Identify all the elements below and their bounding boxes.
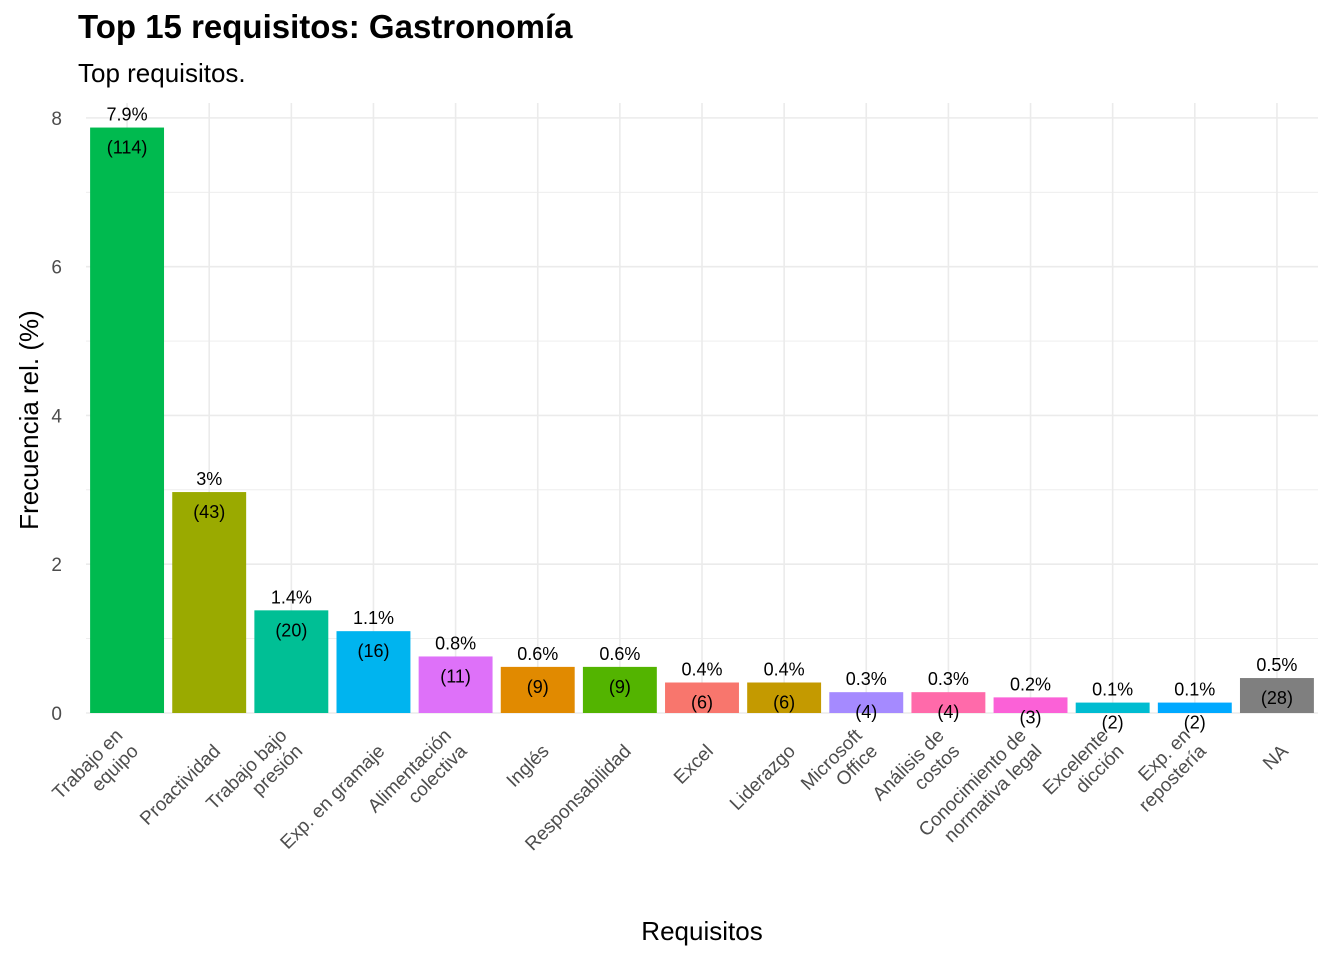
bar <box>418 656 493 713</box>
chart-subtitle: Top requisitos. <box>78 58 246 88</box>
bar <box>747 682 822 713</box>
bar-percent-label: 3% <box>196 469 222 489</box>
bar-labels: 7.9% (114) 3% (43) 1.4% (20) 1.1% (16) 0.8% (11) 0… <box>107 105 1298 733</box>
y-axis: 0 2 4 6 8 <box>51 109 62 725</box>
y-tick-label: 0 <box>51 704 62 725</box>
bar-count-label: (9) <box>527 677 549 697</box>
bar-count-label: (43) <box>193 502 225 522</box>
x-tick-label: Trabajo enequipo <box>49 725 143 819</box>
bar <box>911 692 986 713</box>
bar-count-label: (20) <box>275 620 307 640</box>
bar-count-label: (28) <box>1261 688 1293 708</box>
bar <box>993 697 1068 713</box>
bar-count-label: (6) <box>691 693 713 713</box>
bar <box>1075 702 1150 713</box>
bar-percent-label: 0.1% <box>1092 680 1133 700</box>
x-tick-label: Excel <box>670 741 718 789</box>
bar-percent-label: 0.4% <box>764 660 805 680</box>
chart-title: Top 15 requisitos: Gastronomía <box>78 8 573 45</box>
x-tick-label: Alimentacióncolectiva <box>364 725 472 833</box>
bar-count-label: (6) <box>773 693 795 713</box>
bar-percent-label: 7.9% <box>107 105 148 125</box>
bar-percent-label: 0.2% <box>1010 674 1051 694</box>
bar-count-label: (2) <box>1102 713 1124 733</box>
bar <box>336 631 411 713</box>
bar-count-label: (4) <box>855 702 877 722</box>
bar <box>254 610 329 713</box>
x-tick-label: NA <box>1259 741 1293 775</box>
x-tick-label: Liderazgo <box>726 741 800 815</box>
bar <box>1157 702 1232 713</box>
y-axis-title: Frecuencia rel. (%) <box>14 310 44 530</box>
bar-percent-label: 0.1% <box>1174 680 1215 700</box>
bar-count-label: (114) <box>107 138 148 158</box>
x-tick-label: Proactividad <box>136 741 225 830</box>
x-tick-label: Excelentedicción <box>1039 725 1128 814</box>
y-tick-label: 2 <box>51 555 62 576</box>
bar-percent-label: 0.3% <box>928 669 969 689</box>
bar-count-label: (3) <box>1020 707 1042 727</box>
bar <box>1239 678 1314 713</box>
bar <box>90 127 165 714</box>
bars <box>90 127 1314 714</box>
bar <box>665 682 739 713</box>
y-tick-label: 8 <box>51 109 62 130</box>
bar <box>829 692 904 713</box>
bar-percent-label: 0.6% <box>517 644 558 664</box>
x-tick-label: MicrosoftOffice <box>797 725 882 810</box>
bar-count-label: (4) <box>937 702 959 722</box>
bar-count-label: (2) <box>1184 713 1206 733</box>
bar-percent-label: 1.4% <box>271 587 312 607</box>
grid-lines <box>86 103 1318 714</box>
x-tick-label: Trabajo bajopresión <box>203 725 308 830</box>
bar-percent-label: 0.4% <box>681 660 722 680</box>
bar-count-label: (11) <box>440 666 471 686</box>
bar <box>172 492 247 713</box>
bar-percent-label: 1.1% <box>353 608 394 628</box>
bar-percent-label: 0.3% <box>846 669 887 689</box>
bar-percent-label: 0.6% <box>599 644 640 664</box>
x-tick-label: Inglés <box>503 741 554 792</box>
bar-percent-label: 0.5% <box>1256 655 1297 675</box>
bar <box>582 666 657 713</box>
y-tick-label: 6 <box>51 258 62 279</box>
y-tick-label: 4 <box>51 406 62 427</box>
x-axis-title: Requisitos <box>641 916 762 946</box>
bar-percent-label: 0.8% <box>435 633 476 653</box>
bar <box>500 666 575 713</box>
bar-count-label: (9) <box>609 677 631 697</box>
x-tick-label: Exp. enrepostería <box>1120 725 1211 816</box>
bar-count-label: (16) <box>357 641 389 661</box>
